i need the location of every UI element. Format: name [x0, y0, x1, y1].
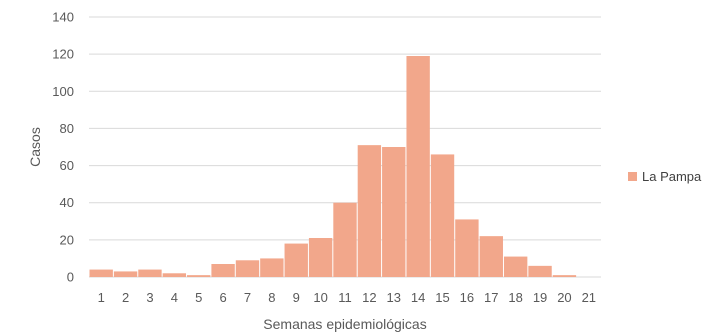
bar-week-10: [308, 238, 333, 277]
x-tick-label: 16: [460, 290, 474, 305]
x-tick-label: 20: [557, 290, 571, 305]
x-tick-labels: 1 2 3 4 5 6 7 8 9 10 11 12 13 14 15 16 17 18 19 20 21: [98, 290, 596, 305]
bar-week-5: [187, 275, 211, 277]
bar-week-1: [89, 269, 113, 277]
bar-week-2: [113, 271, 138, 277]
x-tick-label: 13: [387, 290, 401, 305]
bar-week-14: [406, 56, 430, 277]
legend: La Pampa: [628, 169, 702, 184]
x-tick-label: 7: [244, 290, 251, 305]
bar-week-13: [382, 147, 406, 277]
y-tick-label: 60: [60, 158, 74, 173]
y-tick-label: 40: [60, 195, 74, 210]
bar-week-7: [235, 260, 260, 277]
legend-label-la-pampa: La Pampa: [642, 169, 702, 184]
bar-week-16: [455, 219, 479, 277]
bar-week-19: [528, 265, 552, 277]
x-tick-label: 8: [268, 290, 275, 305]
x-tick-label: 5: [195, 290, 202, 305]
x-tick-label: 2: [122, 290, 129, 305]
x-tick-label: 9: [293, 290, 300, 305]
y-axis-title: Casos: [27, 127, 43, 167]
bar-week-11: [333, 202, 357, 277]
x-tick-label: 21: [582, 290, 596, 305]
bar-week-15: [430, 154, 455, 277]
bar-week-6: [211, 264, 235, 277]
legend-swatch-la-pampa: [628, 172, 637, 181]
x-tick-label: 6: [219, 290, 226, 305]
x-tick-label: 19: [533, 290, 547, 305]
x-tick-label: 11: [338, 290, 352, 305]
bar-week-3: [138, 269, 162, 277]
bars: [89, 56, 577, 277]
bar-week-9: [284, 243, 308, 277]
bar-week-20: [552, 275, 577, 277]
y-tick-labels: 0 20 40 60 80 100 120 140: [52, 10, 74, 285]
x-tick-label: 14: [411, 290, 425, 305]
x-tick-label: 15: [435, 290, 449, 305]
x-tick-label: 10: [313, 290, 327, 305]
x-axis-title: Semanas epidemiológicas: [263, 316, 426, 332]
y-tick-label: 20: [60, 232, 74, 247]
y-tick-label: 80: [60, 121, 74, 136]
x-tick-label: 12: [362, 290, 376, 305]
bar-week-8: [260, 258, 284, 277]
bar-week-17: [479, 236, 503, 277]
x-tick-label: 17: [484, 290, 498, 305]
x-tick-label: 18: [508, 290, 522, 305]
bar-week-18: [503, 256, 528, 277]
y-tick-label: 120: [52, 47, 74, 62]
x-tick-label: 3: [146, 290, 153, 305]
y-tick-label: 140: [52, 10, 74, 25]
bar-week-12: [357, 145, 382, 277]
x-tick-label: 1: [98, 290, 105, 305]
y-tick-label: 100: [52, 84, 74, 99]
x-tick-label: 4: [171, 290, 178, 305]
bar-week-4: [162, 273, 187, 277]
y-tick-label: 0: [67, 270, 74, 285]
